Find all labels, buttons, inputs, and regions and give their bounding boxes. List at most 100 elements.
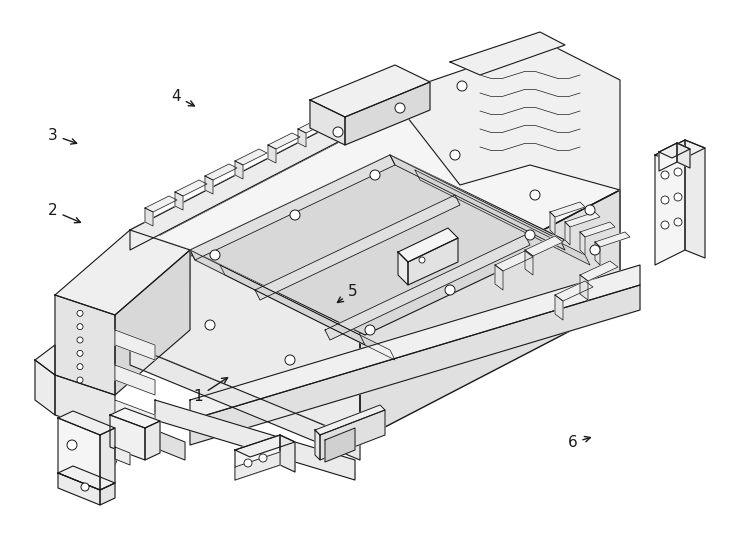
Polygon shape (130, 95, 420, 235)
Polygon shape (450, 32, 565, 75)
Polygon shape (100, 483, 115, 505)
Polygon shape (130, 345, 360, 460)
Polygon shape (325, 235, 530, 340)
Polygon shape (685, 140, 705, 258)
Polygon shape (175, 180, 207, 196)
Circle shape (259, 454, 267, 462)
Polygon shape (345, 82, 430, 145)
Polygon shape (205, 176, 213, 194)
Polygon shape (190, 155, 565, 335)
Polygon shape (110, 415, 145, 460)
Circle shape (661, 196, 669, 204)
Polygon shape (190, 250, 365, 345)
Polygon shape (525, 250, 533, 275)
Circle shape (661, 221, 669, 229)
Circle shape (457, 81, 467, 91)
Polygon shape (595, 242, 600, 265)
Polygon shape (310, 100, 345, 145)
Polygon shape (298, 117, 330, 133)
Circle shape (77, 363, 83, 370)
Circle shape (333, 127, 343, 137)
Polygon shape (655, 140, 705, 163)
Circle shape (674, 218, 682, 226)
Circle shape (290, 210, 300, 220)
Polygon shape (190, 285, 640, 445)
Polygon shape (58, 473, 100, 505)
Polygon shape (555, 295, 563, 320)
Polygon shape (310, 65, 430, 117)
Polygon shape (58, 418, 100, 490)
Polygon shape (415, 170, 590, 265)
Polygon shape (398, 228, 458, 262)
Text: 1: 1 (193, 377, 228, 404)
Circle shape (77, 323, 83, 329)
Polygon shape (495, 251, 533, 271)
Circle shape (674, 193, 682, 201)
Polygon shape (390, 155, 565, 250)
Polygon shape (390, 42, 620, 190)
Circle shape (445, 285, 455, 295)
Polygon shape (130, 230, 360, 440)
Polygon shape (315, 405, 385, 435)
Polygon shape (55, 375, 115, 435)
Polygon shape (155, 400, 355, 480)
Polygon shape (55, 230, 190, 315)
Circle shape (530, 190, 540, 200)
Polygon shape (58, 466, 115, 490)
Polygon shape (358, 86, 390, 102)
Polygon shape (190, 265, 640, 420)
Polygon shape (155, 430, 185, 460)
Circle shape (419, 257, 425, 263)
Polygon shape (565, 212, 600, 227)
Text: 4: 4 (171, 89, 195, 106)
Circle shape (77, 310, 83, 316)
Text: 6: 6 (567, 435, 590, 450)
Circle shape (77, 350, 83, 356)
Polygon shape (580, 232, 585, 255)
Polygon shape (655, 140, 685, 265)
Circle shape (77, 377, 83, 383)
Polygon shape (110, 408, 160, 428)
Polygon shape (220, 265, 395, 360)
Polygon shape (235, 161, 243, 179)
Circle shape (77, 337, 83, 343)
Polygon shape (659, 143, 677, 171)
Polygon shape (55, 295, 115, 395)
Polygon shape (268, 133, 300, 149)
Polygon shape (58, 411, 115, 435)
Polygon shape (360, 190, 620, 440)
Circle shape (674, 168, 682, 176)
Text: 3: 3 (48, 127, 76, 144)
Polygon shape (358, 98, 366, 116)
Polygon shape (555, 281, 593, 301)
Circle shape (205, 320, 215, 330)
Circle shape (67, 440, 77, 450)
Polygon shape (115, 330, 155, 360)
Polygon shape (550, 202, 585, 217)
Polygon shape (35, 345, 55, 375)
Circle shape (210, 250, 220, 260)
Polygon shape (130, 230, 190, 280)
Polygon shape (280, 435, 295, 472)
Polygon shape (175, 192, 183, 210)
Polygon shape (115, 365, 155, 395)
Polygon shape (398, 252, 408, 285)
Polygon shape (298, 129, 306, 147)
Polygon shape (659, 143, 690, 158)
Circle shape (365, 325, 375, 335)
Circle shape (285, 355, 295, 365)
Polygon shape (115, 250, 190, 395)
Polygon shape (320, 410, 385, 460)
Polygon shape (145, 208, 153, 226)
Circle shape (244, 459, 252, 467)
Polygon shape (677, 143, 690, 168)
Circle shape (450, 150, 460, 160)
Circle shape (590, 245, 600, 255)
Circle shape (585, 205, 595, 215)
Polygon shape (205, 164, 237, 180)
Polygon shape (235, 149, 267, 165)
Polygon shape (565, 222, 570, 245)
Polygon shape (190, 155, 395, 260)
Polygon shape (235, 435, 295, 457)
Circle shape (81, 483, 89, 491)
